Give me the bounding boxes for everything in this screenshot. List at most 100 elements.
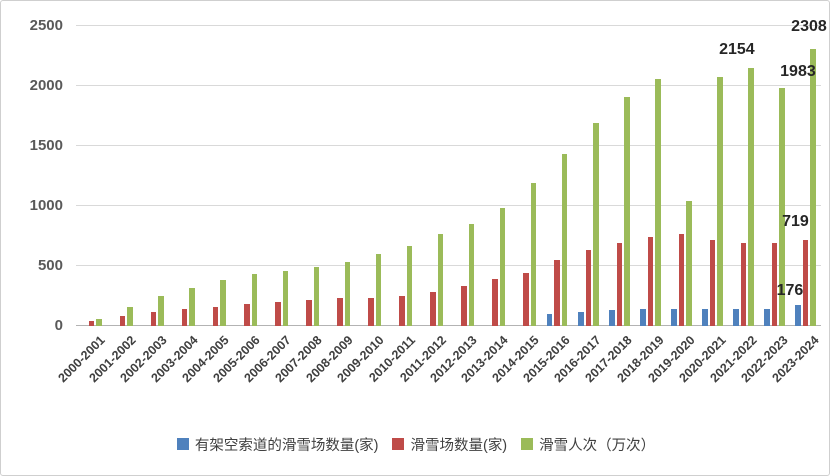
bar-group-2022-2023 (759, 26, 790, 326)
bar-2005-2006-s2 (251, 274, 257, 326)
bar-2017-2018-s2 (624, 96, 630, 326)
bar-groups (76, 26, 821, 326)
bar-2022-2023-s1 (771, 242, 778, 326)
bar-group-2020-2021 (697, 26, 728, 326)
bar-2018-2019-s0 (640, 309, 646, 326)
bar-group-2001-2002 (107, 26, 138, 326)
bar-2020-2021-s1 (709, 240, 716, 326)
bar-2013-2014-s1 (492, 278, 498, 326)
y-axis-label-2000: 2000 (29, 77, 63, 94)
legend-item-0: 有架空索道的滑雪场数量(家) (176, 434, 379, 455)
bar-2015-2016-s1 (554, 260, 560, 326)
bar-2013-2014-s2 (499, 208, 506, 326)
bar-2010-2011-s2 (406, 245, 413, 326)
gridline-500 (76, 265, 821, 266)
bar-2014-2015-s2 (530, 183, 537, 326)
bar-2023-2024-s0 (795, 304, 801, 326)
bar-2010-2011-s1 (399, 296, 405, 326)
bar-group-2007-2008 (293, 26, 324, 326)
bar-group-2014-2015 (511, 26, 542, 326)
bar-group-2004-2005 (200, 26, 231, 326)
bar-2003-2004-s2 (189, 287, 195, 326)
bar-2001-2002-s1 (119, 315, 126, 326)
gridline-2500 (76, 25, 821, 26)
bar-2005-2006-s1 (244, 303, 250, 326)
bar-2015-2016-s2 (561, 154, 568, 326)
bar-2019-2020-s1 (678, 233, 685, 326)
bar-2017-2018-s0 (609, 310, 615, 326)
bar-group-2012-2013 (449, 26, 480, 326)
bar-group-2018-2019 (635, 26, 666, 326)
bar-2012-2013-s2 (468, 224, 475, 326)
bar-2000-2001-s1 (88, 320, 95, 326)
y-axis-label-500: 500 (37, 257, 63, 274)
bar-group-2013-2014 (480, 26, 511, 326)
bar-group-2010-2011 (386, 26, 417, 326)
bar-2003-2004-s1 (181, 309, 188, 326)
bar-group-2009-2010 (355, 26, 386, 326)
x-axis: 2000-2001 2001-2002 2002-2003 2003-2004 2004… (1, 327, 829, 419)
bar-2018-2019-s2 (655, 78, 661, 326)
legend-item-2: 滑雪人次（万次） (521, 434, 655, 455)
bar-2020-2021-s2 (717, 76, 723, 326)
bar-2019-2020-s0 (671, 308, 677, 326)
bar-2016-2017-s1 (585, 249, 592, 326)
data-label-2154: 2154 (719, 40, 755, 58)
bar-group-2002-2003 (138, 26, 169, 326)
legend-item-1: 滑雪场数量(家) (392, 434, 507, 455)
bar-2023-2024-s1 (802, 239, 809, 326)
bar-2016-2017-s0 (578, 311, 584, 326)
bar-2014-2015-s1 (523, 272, 529, 326)
bar-2006-2007-s2 (282, 270, 289, 326)
legend-label: 滑雪人次（万次） (539, 437, 656, 454)
bar-2021-2022-s0 (733, 308, 739, 326)
y-axis-label-0: 0 (54, 317, 63, 334)
y-axis-label-1000: 1000 (29, 197, 63, 214)
bar-2008-2009-s2 (344, 262, 351, 326)
bar-2008-2009-s1 (337, 298, 343, 326)
bar-2022-2023-s2 (779, 88, 785, 326)
bar-group-2011-2012 (418, 26, 449, 326)
data-label-176: 176 (776, 281, 804, 299)
y-axis-label-1500: 1500 (29, 137, 63, 154)
bar-2000-2001-s2 (96, 319, 102, 326)
bar-2019-2020-s2 (686, 200, 692, 326)
bar-2012-2013-s1 (461, 286, 467, 326)
legend-swatch-icon (521, 438, 534, 450)
legend-label: 滑雪场数量(家) (410, 437, 508, 454)
bar-group-2006-2007 (262, 26, 293, 326)
y-axis-label-2500: 2500 (29, 17, 63, 34)
gridline-2000 (76, 85, 821, 86)
bar-group-2017-2018 (604, 26, 635, 326)
bar-group-2023-2024 (790, 26, 821, 326)
gridline-1000 (76, 205, 821, 206)
legend-swatch-icon (392, 438, 405, 450)
bar-2015-2016-s0 (546, 314, 553, 326)
bar-2009-2010-s2 (375, 254, 382, 326)
data-label-719: 719 (782, 212, 809, 230)
bar-2007-2008-s1 (306, 299, 312, 326)
bar-group-2016-2017 (573, 26, 604, 326)
bar-2004-2005-s1 (212, 306, 219, 326)
bar-2016-2017-s2 (593, 123, 599, 326)
bar-2023-2024-s2 (810, 49, 816, 326)
bar-2002-2003-s2 (158, 296, 164, 326)
legend-swatch-icon (176, 438, 189, 450)
legend-label: 有架空索道的滑雪场数量(家) (194, 437, 379, 454)
bar-2011-2012-s2 (437, 233, 444, 326)
bar-2022-2023-s0 (764, 308, 770, 326)
legend: 有架空索道的滑雪场数量(家) 滑雪场数量(家) 滑雪人次（万次） (1, 429, 829, 459)
bar-2007-2008-s2 (313, 267, 320, 326)
bar-group-2003-2004 (169, 26, 200, 326)
bar-2006-2007-s1 (275, 302, 281, 326)
bar-group-2019-2020 (666, 26, 697, 326)
data-labels-layer: 176 719 2154 1983 2308 (76, 19, 827, 326)
bar-2017-2018-s1 (616, 243, 623, 326)
plot-area: 176 719 2154 1983 2308 (76, 19, 827, 326)
bar-2004-2005-s2 (220, 280, 226, 326)
bar-group-2000-2001 (76, 26, 107, 326)
bar-group-2015-2016 (542, 26, 573, 326)
bar-2021-2022-s2 (748, 67, 754, 326)
